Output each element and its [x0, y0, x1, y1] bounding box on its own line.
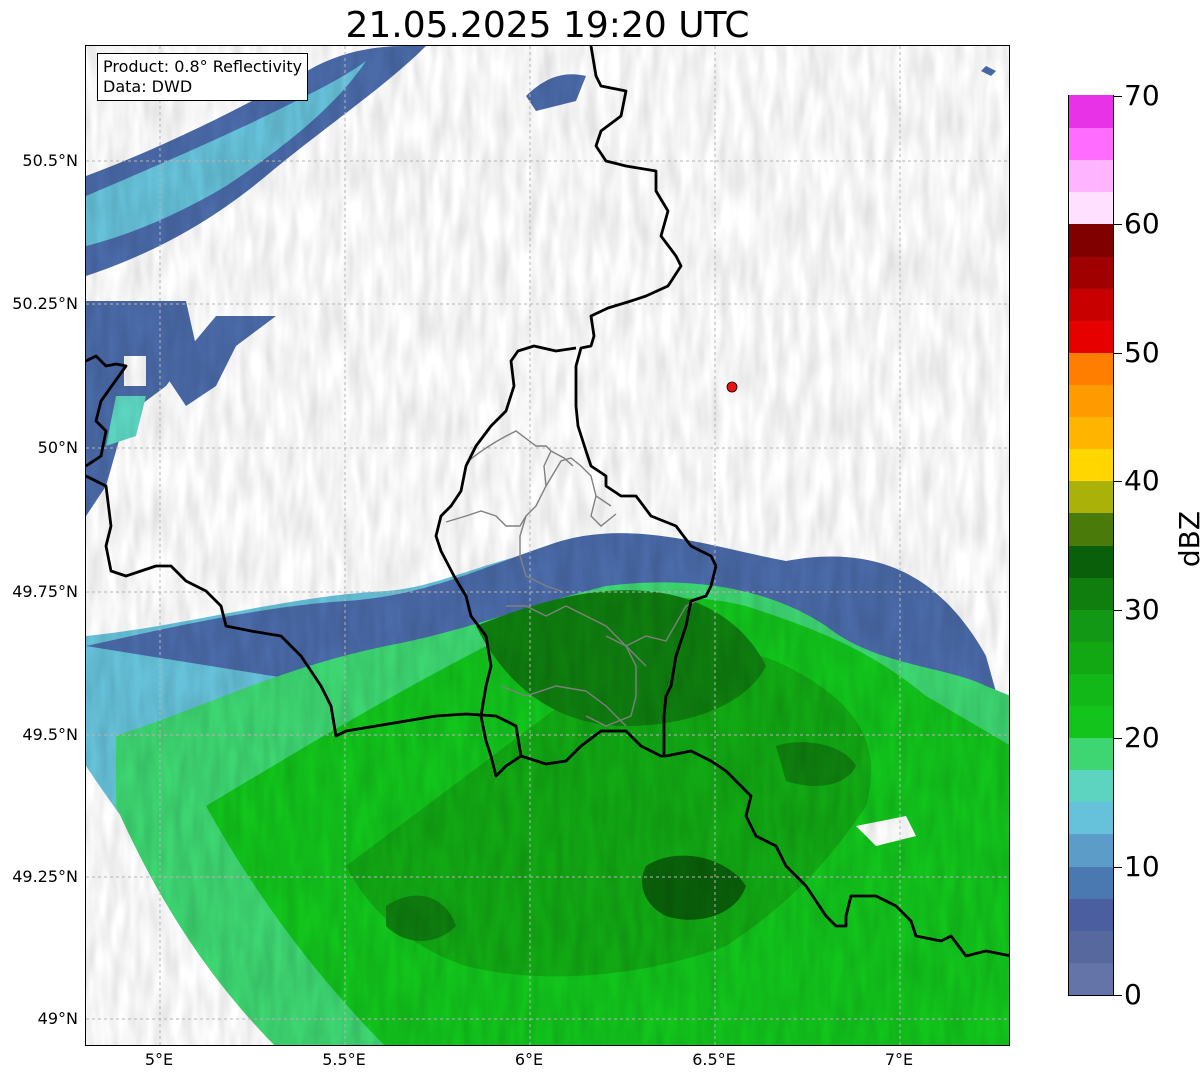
- colorbar-segment: [1069, 705, 1113, 739]
- dbz-colorbar: [1068, 95, 1114, 996]
- lat-tick-label: 49.25°N: [12, 867, 78, 886]
- colorbar-segment: [1069, 127, 1113, 161]
- lat-tick-label: 49.5°N: [22, 725, 78, 744]
- map-gridlines: [86, 46, 1009, 1045]
- radar-site-marker[interactable]: [726, 381, 738, 393]
- colorbar-segment: [1069, 898, 1113, 931]
- colorbar-tick-label: 20: [1124, 721, 1160, 755]
- colorbar-segment: [1069, 288, 1113, 321]
- colorbar-segment: [1069, 577, 1113, 610]
- colorbar-tick-label: 50: [1124, 335, 1160, 369]
- reflectivity-field: [86, 46, 1009, 1045]
- colorbar-tick-label: 0: [1124, 978, 1142, 1011]
- lon-tick-label: 6°E: [514, 1050, 544, 1069]
- product-label: Product: 0.8° Reflectivity: [103, 57, 303, 76]
- colorbar-tick-label: 70: [1124, 79, 1160, 112]
- colorbar-tick: [1114, 995, 1122, 996]
- colorbar-tick: [1114, 866, 1122, 868]
- lat-tick-label: 50°N: [37, 438, 78, 457]
- colorbar-segment: [1069, 95, 1113, 129]
- colorbar-segment: [1069, 737, 1113, 771]
- lon-tick-label: 6.5°E: [692, 1050, 736, 1069]
- colorbar-segment: [1069, 416, 1113, 450]
- national-borders: [86, 46, 1009, 958]
- lon-tick-label: 7°E: [884, 1050, 914, 1069]
- colorbar-tick-label: 10: [1124, 849, 1160, 883]
- colorbar-segment: [1069, 769, 1113, 803]
- colorbar-tick: [1114, 352, 1122, 354]
- colorbar-segment: [1069, 159, 1113, 193]
- lon-tick-label: 5°E: [144, 1050, 174, 1069]
- radar-map-canvas: [86, 46, 1009, 1045]
- map-title: 21.05.2025 19:20 UTC: [345, 5, 750, 46]
- data-source-label: Data: DWD: [103, 77, 193, 96]
- colorbar-segment: [1069, 223, 1113, 257]
- product-info-box: Product: 0.8° Reflectivity Data: DWD: [97, 53, 309, 101]
- colorbar-segment: [1069, 833, 1113, 867]
- colorbar-tick-label: 30: [1124, 592, 1160, 626]
- radar-map[interactable]: [85, 45, 1010, 1046]
- colorbar-segment: [1069, 609, 1113, 642]
- colorbar-segment: [1069, 191, 1113, 225]
- lat-tick-label: 49°N: [37, 1009, 78, 1028]
- colorbar-segment: [1069, 480, 1113, 514]
- lat-tick-label: 50.25°N: [12, 294, 78, 313]
- colorbar-segment: [1069, 320, 1113, 353]
- colorbar-segment: [1069, 673, 1113, 707]
- colorbar-segment: [1069, 352, 1113, 385]
- colorbar-unit-label: dBZ: [1173, 510, 1202, 568]
- colorbar-segment: [1069, 641, 1113, 674]
- colorbar-segment: [1069, 448, 1113, 482]
- lon-tick-label: 5.5°E: [322, 1050, 366, 1069]
- colorbar-segment: [1069, 865, 1113, 899]
- colorbar-tick: [1114, 96, 1122, 97]
- colorbar-segment: [1069, 962, 1113, 995]
- colorbar-segment: [1069, 930, 1113, 963]
- lat-tick-label: 50.5°N: [22, 151, 78, 170]
- colorbar-tick: [1114, 481, 1122, 483]
- colorbar-tick: [1114, 738, 1122, 740]
- colorbar-segment: [1069, 384, 1113, 418]
- colorbar-tick: [1114, 224, 1122, 226]
- lat-tick-label: 49.75°N: [12, 582, 78, 601]
- colorbar-segment: [1069, 544, 1113, 578]
- colorbar-tick-label: 60: [1124, 207, 1160, 241]
- colorbar-segment: [1069, 801, 1113, 835]
- colorbar-tick: [1114, 609, 1122, 611]
- colorbar-tick-label: 40: [1124, 464, 1160, 498]
- colorbar-segment: [1069, 512, 1113, 546]
- colorbar-segment: [1069, 255, 1113, 289]
